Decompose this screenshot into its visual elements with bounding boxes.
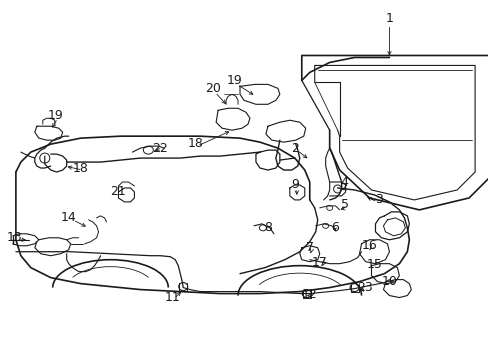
- Text: 2: 2: [290, 141, 298, 155]
- Text: 13: 13: [7, 231, 23, 244]
- Text: 4: 4: [340, 176, 348, 189]
- Text: 8: 8: [264, 221, 271, 234]
- Text: 18: 18: [187, 137, 203, 150]
- Text: 11: 11: [164, 291, 180, 304]
- Text: 23: 23: [356, 281, 372, 294]
- Text: 3: 3: [375, 193, 383, 206]
- Text: 18: 18: [73, 162, 88, 175]
- Text: 1: 1: [385, 12, 392, 25]
- Text: 19: 19: [48, 109, 63, 122]
- Text: 10: 10: [381, 275, 397, 288]
- Text: 22: 22: [152, 141, 168, 155]
- Text: 14: 14: [61, 211, 77, 224]
- Text: 19: 19: [227, 74, 243, 87]
- Text: 20: 20: [205, 82, 221, 95]
- Text: 16: 16: [361, 239, 377, 252]
- Text: 7: 7: [305, 241, 313, 254]
- Text: 15: 15: [366, 258, 382, 271]
- Text: 17: 17: [311, 256, 327, 269]
- Text: 12: 12: [301, 288, 317, 301]
- Text: 21: 21: [110, 185, 126, 198]
- Text: 5: 5: [340, 198, 348, 211]
- Text: 6: 6: [330, 221, 338, 234]
- Text: 9: 9: [290, 179, 298, 192]
